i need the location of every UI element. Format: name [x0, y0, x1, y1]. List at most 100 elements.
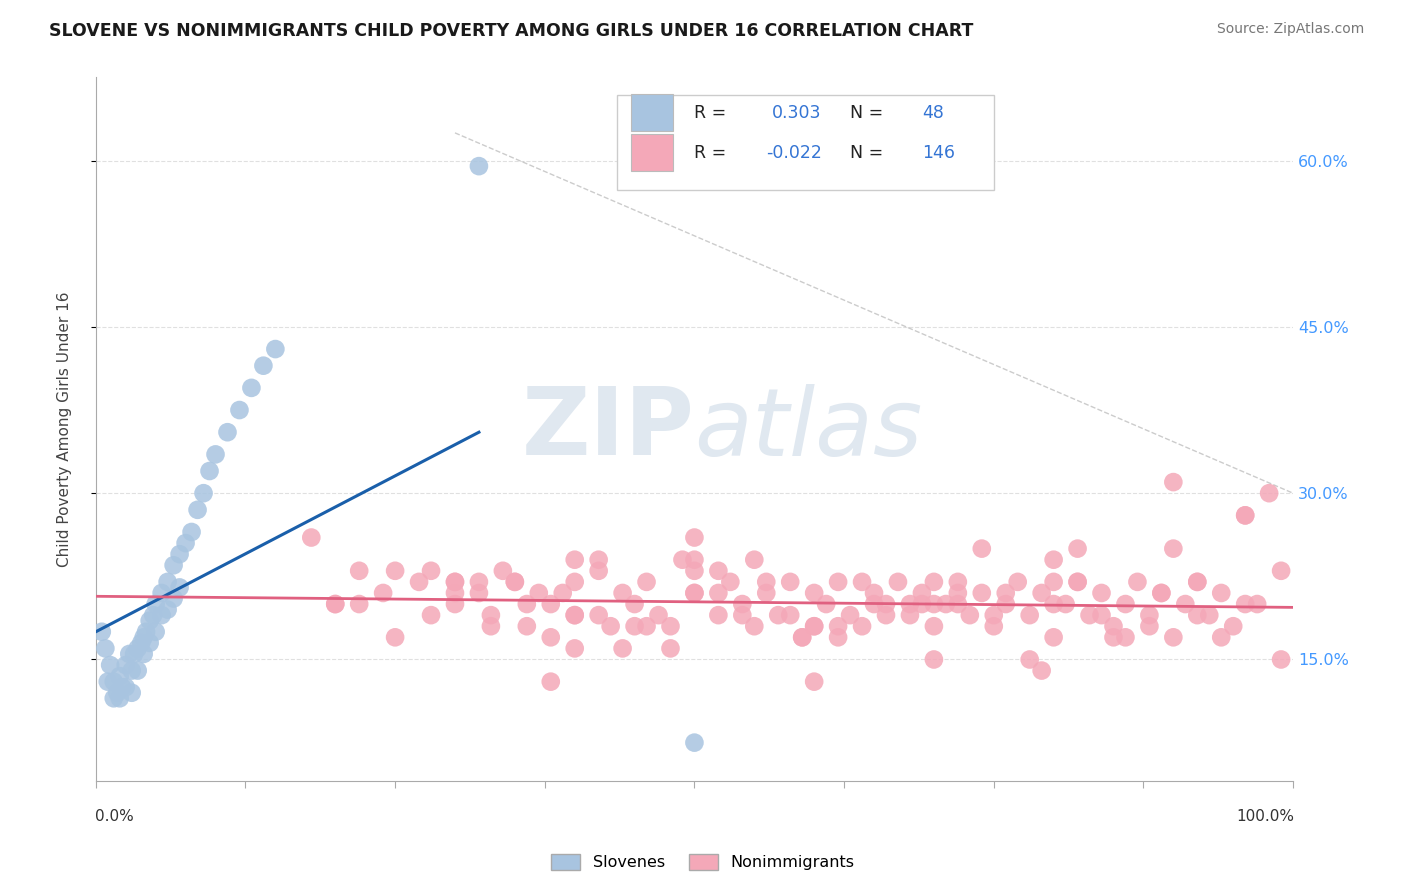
Point: [1150, 586, 1173, 600]
Point: [983, 619, 1005, 633]
Point: [1139, 619, 1161, 633]
Point: [875, 608, 897, 623]
Point: [1234, 508, 1257, 523]
Point: [863, 586, 886, 600]
Point: [875, 597, 897, 611]
Point: [803, 619, 825, 633]
Point: [588, 608, 610, 623]
Point: [1258, 486, 1281, 500]
Point: [707, 586, 730, 600]
Legend: Slovenes, Nonimmigrants: Slovenes, Nonimmigrants: [546, 847, 860, 877]
Point: [516, 597, 538, 611]
Point: [564, 608, 586, 623]
Point: [1007, 574, 1029, 589]
Point: [659, 641, 682, 656]
Point: [1187, 574, 1209, 589]
Point: [1102, 619, 1125, 633]
Point: [187, 503, 209, 517]
Point: [1126, 574, 1149, 589]
Text: atlas: atlas: [695, 384, 922, 475]
Point: [898, 608, 921, 623]
Point: [347, 597, 370, 611]
Point: [1139, 608, 1161, 623]
Point: [1066, 541, 1088, 556]
Point: [827, 574, 849, 589]
Point: [162, 558, 184, 573]
Point: [1222, 619, 1244, 633]
Point: [540, 674, 562, 689]
Point: [1270, 652, 1292, 666]
Point: [132, 647, 155, 661]
Point: [922, 652, 945, 666]
Point: [599, 619, 621, 633]
Point: [228, 403, 250, 417]
Text: SLOVENE VS NONIMMIGRANTS CHILD POVERTY AMONG GIRLS UNDER 16 CORRELATION CHART: SLOVENE VS NONIMMIGRANTS CHILD POVERTY A…: [49, 22, 973, 40]
Point: [444, 586, 467, 600]
Point: [97, 674, 120, 689]
Point: [479, 619, 502, 633]
Point: [851, 574, 873, 589]
Point: [623, 619, 645, 633]
Point: [827, 630, 849, 644]
Point: [946, 597, 969, 611]
Point: [156, 602, 179, 616]
Point: [479, 608, 502, 623]
Point: [540, 597, 562, 611]
Point: [122, 647, 145, 661]
Point: [1042, 597, 1064, 611]
Point: [492, 564, 515, 578]
Point: [1246, 597, 1268, 611]
Point: [127, 641, 149, 656]
Text: -0.022: -0.022: [766, 144, 823, 161]
Point: [742, 552, 765, 566]
Point: [612, 586, 634, 600]
Point: [516, 619, 538, 633]
Point: [103, 691, 125, 706]
Text: 0.0%: 0.0%: [94, 809, 134, 824]
Point: [564, 641, 586, 656]
Point: [636, 619, 658, 633]
Point: [384, 564, 406, 578]
Point: [408, 574, 430, 589]
Point: [922, 574, 945, 589]
Point: [623, 597, 645, 611]
Point: [1187, 574, 1209, 589]
Point: [217, 425, 239, 440]
Point: [468, 574, 491, 589]
Point: [792, 630, 814, 644]
Point: [1234, 508, 1257, 523]
Point: [851, 619, 873, 633]
Point: [731, 597, 754, 611]
Point: [118, 647, 141, 661]
Point: [1031, 586, 1053, 600]
Point: [180, 524, 202, 539]
Point: [683, 552, 706, 566]
Point: [323, 597, 346, 611]
Point: [444, 574, 467, 589]
Point: [1211, 630, 1233, 644]
Point: [1187, 608, 1209, 623]
Text: 0.303: 0.303: [772, 103, 821, 121]
Point: [444, 597, 467, 611]
Point: [898, 597, 921, 611]
Point: [132, 630, 155, 644]
Point: [612, 641, 634, 656]
Point: [127, 664, 149, 678]
Point: [922, 619, 945, 633]
Point: [145, 624, 167, 639]
Point: [815, 597, 838, 611]
Point: [827, 619, 849, 633]
Point: [468, 586, 491, 600]
Point: [1270, 564, 1292, 578]
Point: [138, 636, 160, 650]
Point: [1163, 541, 1185, 556]
Bar: [631, 135, 673, 171]
Point: [803, 586, 825, 600]
Point: [742, 619, 765, 633]
Point: [1078, 608, 1101, 623]
Point: [1234, 597, 1257, 611]
Point: [683, 564, 706, 578]
Point: [588, 552, 610, 566]
Point: [887, 574, 910, 589]
Point: [444, 574, 467, 589]
